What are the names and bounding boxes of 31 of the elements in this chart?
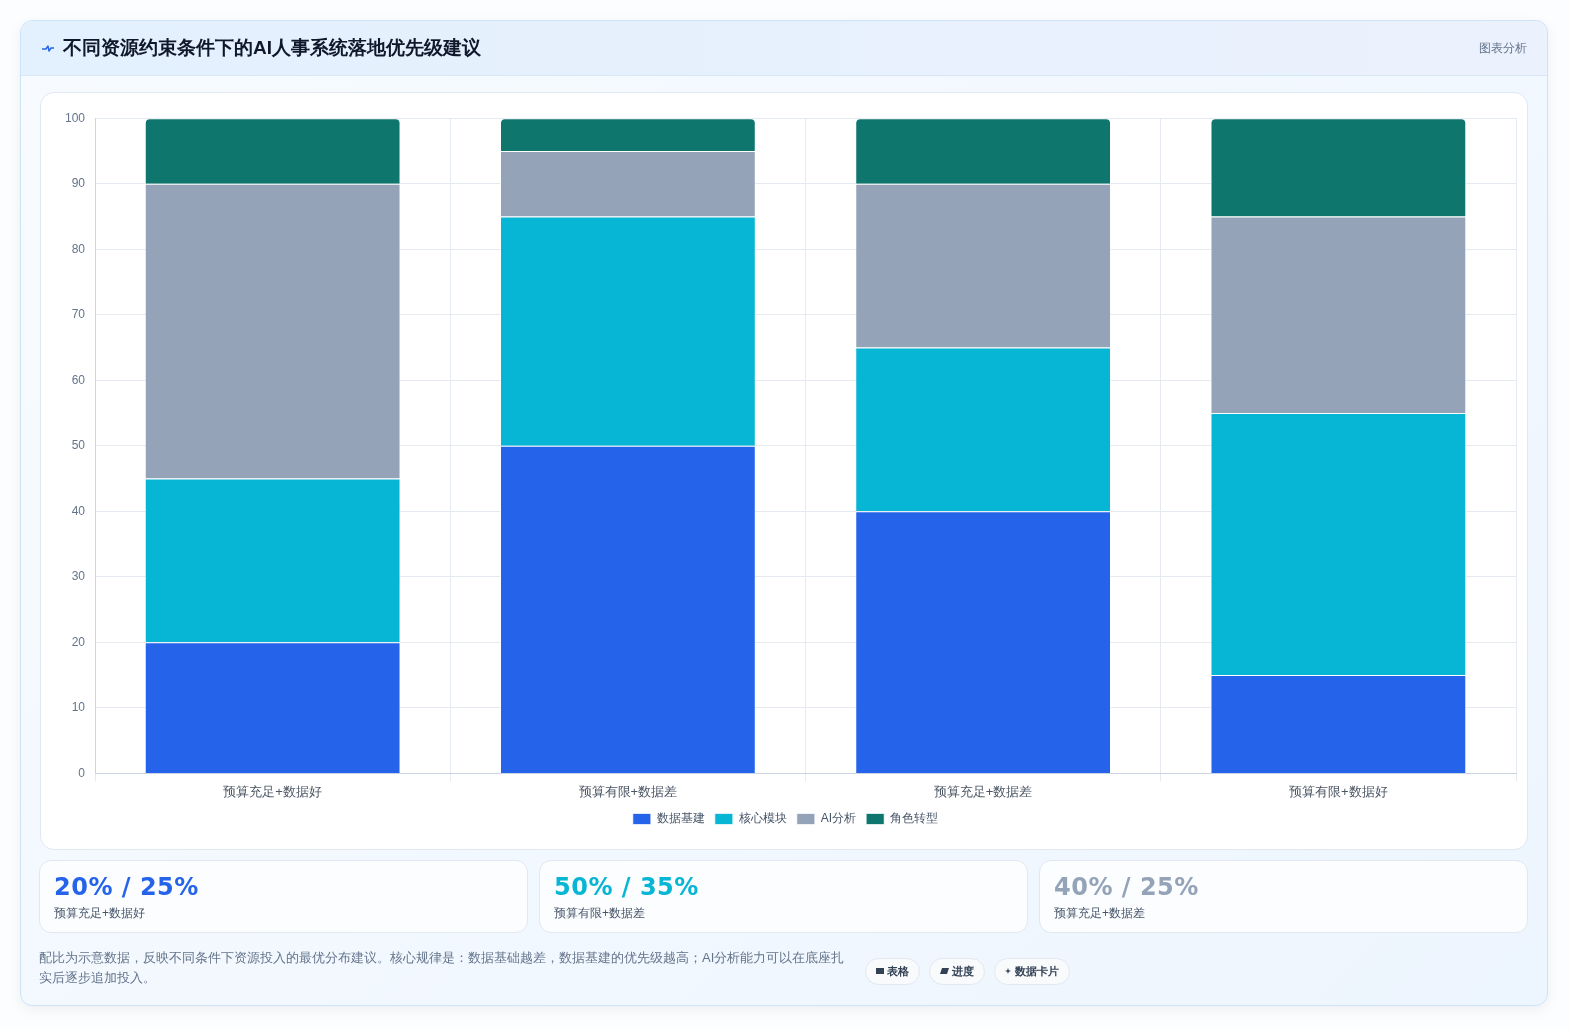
text: 进度 [952,963,974,979]
legend-label: 核心模块 [737,811,787,826]
text: 表格 [887,963,909,979]
text: 预算充足+数据差 [1054,905,1146,922]
text: 配比为示意数据，反映不同条件下资源投入的最优分布建议。核心规律是：数据基础越差，数据基建的优先级越高；AI分析能力可以在底座扎实后逐步追加投入。 [39,949,846,987]
text: 20% / 25% [54,873,200,901]
y-tick-label: 10 [71,700,86,715]
y-tick-label: 60 [71,372,86,387]
y-tick-label: 20 [71,634,86,649]
text: 数据卡片 [1015,963,1059,979]
chart-title: 不同资源约束条件下的AI人事系统落地优先级建议 [63,36,481,60]
text: 预算充足+数据好 [54,905,146,922]
legend-label: 数据基建 [656,811,705,826]
y-tick-label: 50 [71,438,86,453]
legend-label: 角色转型 [890,811,939,826]
x-tick-label: 预算充足+数据好 [223,783,322,799]
y-tick-label: 40 [71,503,86,518]
y-tick-label: 0 [78,765,86,780]
x-tick-label: 预算充足+数据差 [933,783,1033,799]
y-tick-label: 80 [71,241,86,256]
y-tick-label: 70 [71,307,86,322]
y-tick-label: 30 [71,569,86,584]
x-tick-label: 预算有限+数据好 [1289,783,1388,799]
x-tick-label: 预算有限+数据差 [578,783,678,799]
text: 预算有限+数据差 [554,905,646,922]
text: 40% / 25% [1054,873,1200,901]
text: 图表分析 [1479,39,1527,57]
legend-label: AI分析 [820,811,857,826]
y-tick-label: 90 [71,176,86,191]
text: 50% / 35% [554,873,700,901]
y-tick-label: 100 [64,110,86,125]
